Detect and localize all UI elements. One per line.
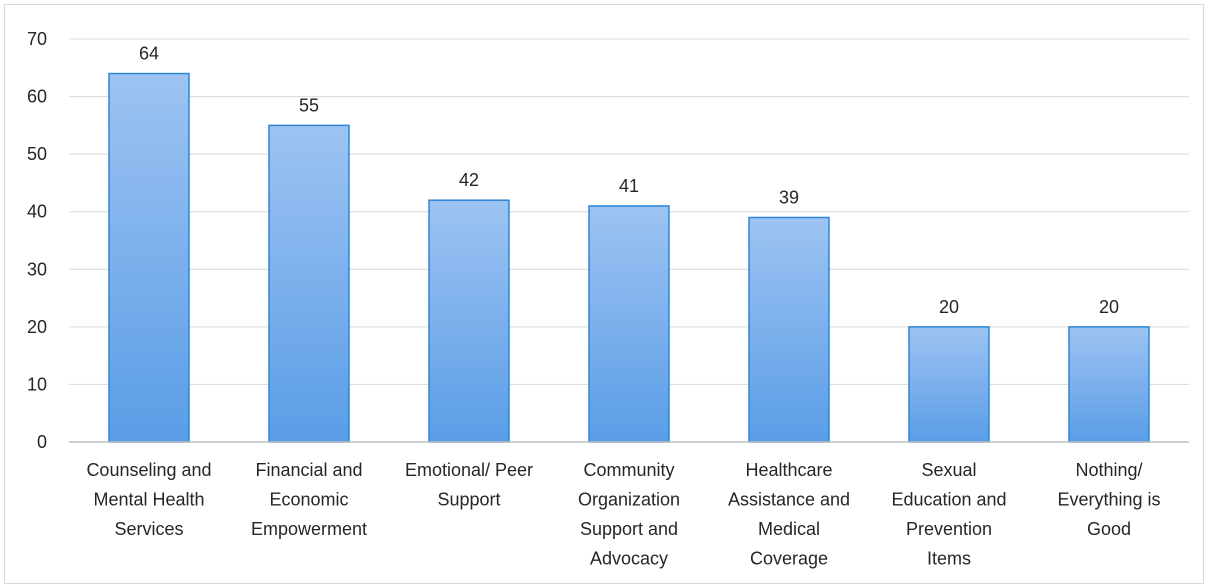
category-label-line: Emotional/ Peer <box>405 460 533 480</box>
data-label: 20 <box>1099 297 1119 317</box>
category-label: Healthcare Assistance and Medical Coverage <box>728 460 850 569</box>
y-axis-tick-labels: 0 10 20 30 40 50 60 70 <box>27 29 47 452</box>
chart-frame: 0 10 20 30 40 50 60 70 64 55 42 41 39 20 20 Counselin… <box>4 4 1204 584</box>
category-label: Counseling and Mental Health Services <box>86 460 211 539</box>
category-label-line: Financial and <box>255 460 362 480</box>
category-label-line: Organization <box>578 490 680 510</box>
y-tick-label: 40 <box>27 202 47 222</box>
data-label: 41 <box>619 176 639 196</box>
bars <box>108 72 1150 443</box>
y-tick-label: 70 <box>27 29 47 49</box>
category-label-line: Education and <box>891 490 1006 510</box>
bar <box>428 199 510 443</box>
bar <box>268 124 350 443</box>
y-tick-label: 30 <box>27 259 47 279</box>
category-label-line: Economic <box>269 490 348 510</box>
bar <box>908 326 990 443</box>
x-axis-category-labels: Counseling and Mental Health Services Finan… <box>86 460 1160 569</box>
category-label-line: Medical <box>758 519 820 539</box>
category-label: Sexual Education and Prevention Items <box>891 460 1006 569</box>
category-label-line: Prevention <box>906 519 992 539</box>
bar <box>588 205 670 443</box>
category-label-line: Community <box>583 460 674 480</box>
category-label-line: Assistance and <box>728 490 850 510</box>
category-label-line: Everything is <box>1057 490 1160 510</box>
y-tick-label: 0 <box>37 432 47 452</box>
category-label-line: Good <box>1087 519 1131 539</box>
data-label: 55 <box>299 95 319 115</box>
category-label-line: Counseling and <box>86 460 211 480</box>
y-tick-label: 60 <box>27 87 47 107</box>
y-tick-label: 20 <box>27 317 47 337</box>
category-label: Financial and Economic Empowerment <box>251 460 367 539</box>
category-label-line: Advocacy <box>590 549 668 569</box>
category-label-line: Mental Health <box>93 490 204 510</box>
bar-chart: 0 10 20 30 40 50 60 70 64 55 42 41 39 20 20 Counselin… <box>27 29 1189 569</box>
category-label-line: Coverage <box>750 549 828 569</box>
data-label: 20 <box>939 297 959 317</box>
data-labels: 64 55 42 41 39 20 20 <box>139 44 1119 317</box>
bar <box>108 72 190 443</box>
category-label-line: Nothing/ <box>1075 460 1142 480</box>
category-label-line: Items <box>927 549 971 569</box>
category-label: Emotional/ Peer Support <box>405 460 533 510</box>
y-tick-label: 50 <box>27 144 47 164</box>
category-label-line: Support <box>437 490 500 510</box>
category-label-line: Sexual <box>921 460 976 480</box>
y-tick-label: 10 <box>27 374 47 394</box>
category-label: Nothing/Everything is Good <box>1057 460 1160 539</box>
data-label: 42 <box>459 170 479 190</box>
data-label: 39 <box>779 187 799 207</box>
category-label-line: Services <box>114 519 183 539</box>
category-label-line: Healthcare <box>745 460 832 480</box>
bar <box>1068 326 1150 443</box>
category-label: Community Organization Support and Advocacy <box>578 460 680 569</box>
bar <box>748 216 830 443</box>
category-label-line: Support and <box>580 519 678 539</box>
category-label-line: Empowerment <box>251 519 367 539</box>
data-label: 64 <box>139 44 159 64</box>
